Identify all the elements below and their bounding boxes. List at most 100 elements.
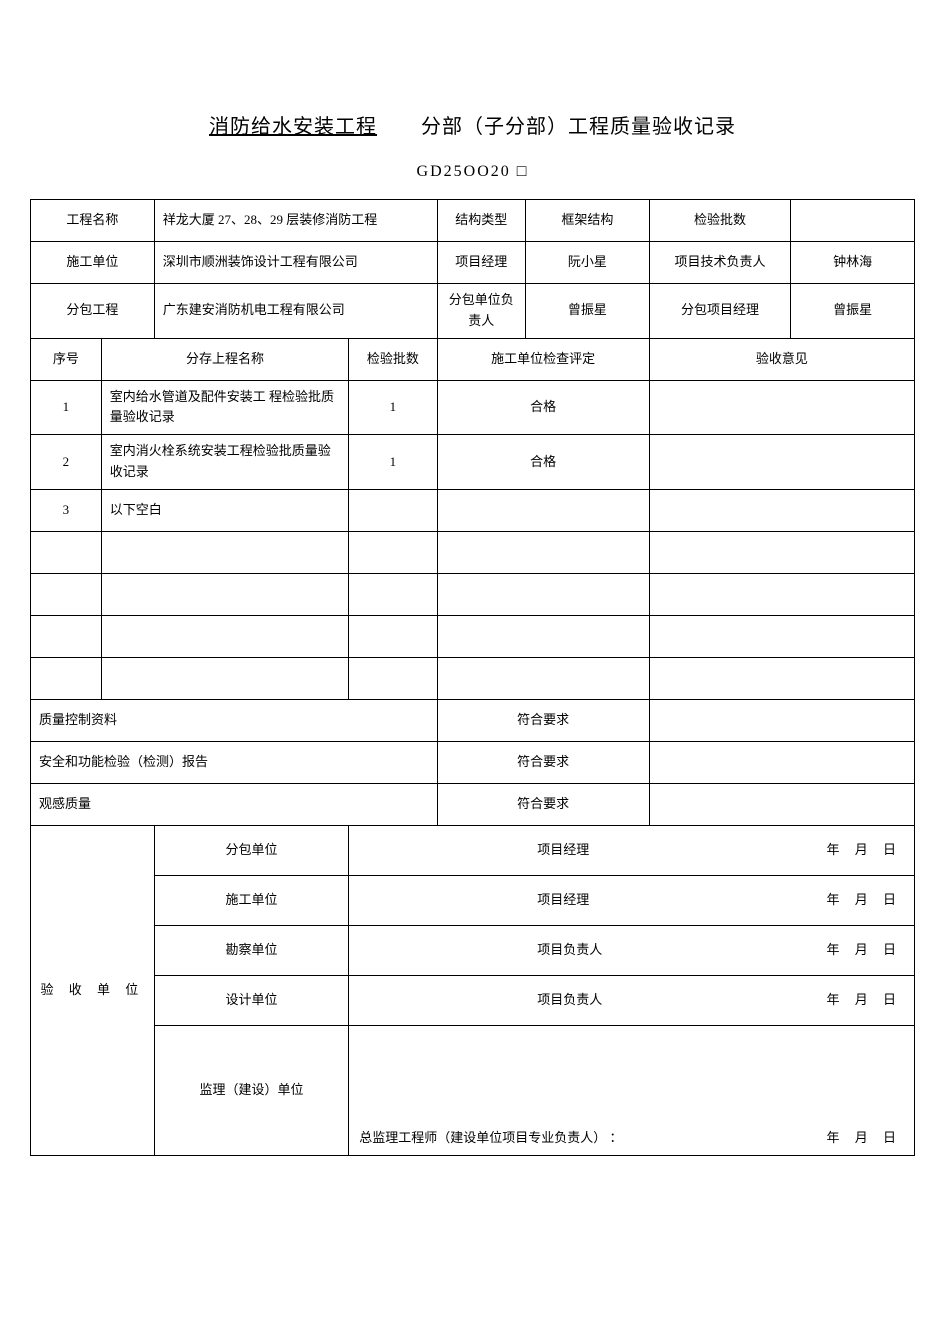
sig-line: 项目经理 年 月 日 — [349, 825, 915, 875]
sig-unit: 监理（建设）单位 — [154, 1025, 348, 1155]
col-batch: 检验批数 — [349, 338, 437, 380]
sig-date: 年 月 日 — [826, 990, 902, 1011]
label-project-manager: 项目经理 — [437, 242, 525, 284]
table-row: 3 以下空白 — [31, 489, 915, 531]
cell-opinion — [649, 380, 914, 435]
cell-opinion — [649, 531, 914, 573]
label-sub-unit-lead: 分包单位负责人 — [437, 284, 525, 339]
value-project-manager: 阮小星 — [526, 242, 650, 284]
value-safety-report: 符合要求 — [437, 741, 649, 783]
sig-role: 项目负责人 — [537, 990, 602, 1011]
table-row — [31, 573, 915, 615]
col-opinion: 验收意见 — [649, 338, 914, 380]
sig-line: 项目负责人 年 月 日 — [349, 925, 915, 975]
cell-batch — [349, 531, 437, 573]
blank-cell — [649, 699, 914, 741]
cell-check — [437, 531, 649, 573]
cell-check — [437, 573, 649, 615]
sig-unit: 分包单位 — [154, 825, 348, 875]
value-tech-lead: 钟林海 — [791, 242, 915, 284]
label-tech-lead: 项目技术负责人 — [649, 242, 790, 284]
sig-role: 项目经理 — [537, 890, 589, 911]
cell-seq — [31, 573, 102, 615]
label-subcontract: 分包工程 — [31, 284, 155, 339]
sig-role: 项目经理 — [537, 840, 589, 861]
label-inspection-batch: 检验批数 — [649, 200, 790, 242]
cell-opinion — [649, 573, 914, 615]
value-observation: 符合要求 — [437, 783, 649, 825]
sig-date: 年 月 日 — [826, 940, 902, 961]
label-structure-type: 结构类型 — [437, 200, 525, 242]
sig-unit: 施工单位 — [154, 875, 348, 925]
sig-unit: 勘察单位 — [154, 925, 348, 975]
table-row — [31, 615, 915, 657]
cell-name: 以下空白 — [101, 489, 349, 531]
cell-name: 室内给水管道及配件安装工 程检验批质量验收记录 — [101, 380, 349, 435]
cell-opinion — [649, 435, 914, 490]
blank-cell — [649, 741, 914, 783]
page-title: 消防给水安装工程 分部（子分部）工程质量验收记录 — [30, 110, 915, 139]
sig-date: 年 月 日 — [826, 890, 902, 911]
cell-seq — [31, 531, 102, 573]
cell-seq — [31, 657, 102, 699]
main-table: 工程名称 祥龙大厦 27、28、29 层装修消防工程 结构类型 框架结构 检验批… — [30, 199, 915, 1156]
cell-batch — [349, 489, 437, 531]
label-acceptance-unit: 验 收 单 位 — [31, 825, 155, 1155]
cell-batch — [349, 573, 437, 615]
label-project-name: 工程名称 — [31, 200, 155, 242]
title-underline: 消防给水安装工程 — [209, 116, 377, 138]
cell-seq: 1 — [31, 380, 102, 435]
value-quality-control: 符合要求 — [437, 699, 649, 741]
label-sub-pm: 分包项目经理 — [649, 284, 790, 339]
cell-seq — [31, 615, 102, 657]
sig-unit: 设计单位 — [154, 975, 348, 1025]
col-check: 施工单位检查评定 — [437, 338, 649, 380]
table-row — [31, 531, 915, 573]
cell-batch: 1 — [349, 435, 437, 490]
label-observation: 观感质量 — [31, 783, 438, 825]
value-sub-unit-lead: 曾振星 — [526, 284, 650, 339]
cell-name — [101, 657, 349, 699]
table-row — [31, 657, 915, 699]
cell-opinion — [649, 657, 914, 699]
sig-line: 项目负责人 年 月 日 — [349, 975, 915, 1025]
value-project-name: 祥龙大厦 27、28、29 层装修消防工程 — [154, 200, 437, 242]
cell-opinion — [649, 489, 914, 531]
title-rest: 分部（子分部）工程质量验收记录 — [421, 116, 736, 138]
cell-batch: 1 — [349, 380, 437, 435]
cell-seq: 3 — [31, 489, 102, 531]
cell-opinion — [649, 615, 914, 657]
cell-check: 合格 — [437, 435, 649, 490]
blank-cell — [649, 783, 914, 825]
cell-name: 室内消火栓系统安装工程检验批质量验收记录 — [101, 435, 349, 490]
cell-name — [101, 573, 349, 615]
col-sub-project: 分存上程名称 — [101, 338, 349, 380]
col-seq: 序号 — [31, 338, 102, 380]
label-construction-unit: 施工单位 — [31, 242, 155, 284]
table-row: 2 室内消火栓系统安装工程检验批质量验收记录 1 合格 — [31, 435, 915, 490]
sig-role: 项目负责人 — [537, 940, 602, 961]
cell-seq: 2 — [31, 435, 102, 490]
value-structure-type: 框架结构 — [526, 200, 650, 242]
cell-name — [101, 531, 349, 573]
table-row: 1 室内给水管道及配件安装工 程检验批质量验收记录 1 合格 — [31, 380, 915, 435]
sig-date: 年 月 日 — [826, 1128, 902, 1149]
cell-check — [437, 489, 649, 531]
cell-check: 合格 — [437, 380, 649, 435]
label-safety-report: 安全和功能检验（检测）报告 — [31, 741, 438, 783]
value-sub-pm: 曾振星 — [791, 284, 915, 339]
cell-batch — [349, 615, 437, 657]
sig-date: 年 月 日 — [826, 840, 902, 861]
sig-line-last: 总监理工程师（建设单位项目专业负责人） ： 年 月 日 — [349, 1025, 915, 1155]
value-construction-unit: 深圳市顺洲装饰设计工程有限公司 — [154, 242, 437, 284]
sig-line: 项目经理 年 月 日 — [349, 875, 915, 925]
subtitle: GD25OO20 □ — [30, 163, 915, 181]
cell-check — [437, 657, 649, 699]
cell-name — [101, 615, 349, 657]
cell-check — [437, 615, 649, 657]
value-subcontract: 广东建安消防机电工程有限公司 — [154, 284, 437, 339]
value-inspection-batch — [791, 200, 915, 242]
label-quality-control: 质量控制资料 — [31, 699, 438, 741]
sig-last-text: 总监理工程师（建设单位项目专业负责人） ： — [359, 1130, 622, 1145]
cell-batch — [349, 657, 437, 699]
